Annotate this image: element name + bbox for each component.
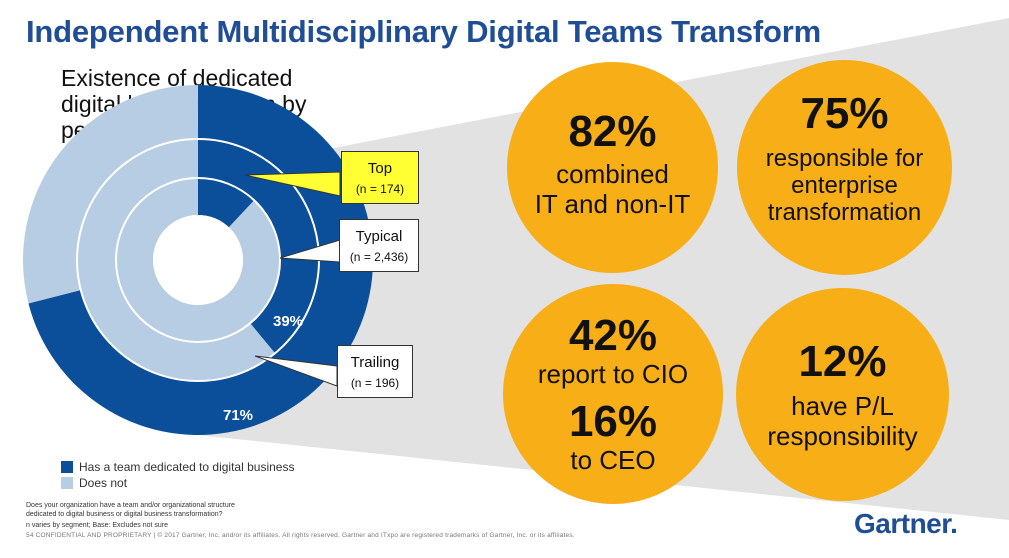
stat-circle-12: 12% have P/L responsibility — [736, 288, 949, 501]
copyright: 54 CONFIDENTIAL AND PROPRIETARY | © 2017… — [26, 532, 575, 539]
callout-top-n: (n = 174) — [355, 182, 405, 196]
donut-hole — [153, 215, 243, 305]
ring-trailing-has-team — [28, 85, 374, 435]
ring-top-does-not — [115, 178, 280, 342]
ring-separator — [115, 177, 281, 343]
ring-label-typical: 39% — [273, 313, 303, 330]
stat-42-line: report to CIO — [537, 359, 689, 389]
ring-trailing-does-not — [22, 85, 198, 304]
stat-75-line3: transformation — [767, 199, 922, 226]
stat-circle-75: 75% responsible for enterprise transform… — [737, 60, 952, 275]
legend-label-does-not: Does not — [79, 476, 128, 490]
footnote-q1: Does your organization have a team and/o… — [26, 502, 235, 509]
stat-75-value: 75% — [800, 89, 889, 138]
callout-trailing-n: (n = 196) — [350, 376, 400, 390]
stat-12-line1: have P/L — [791, 390, 894, 421]
legend-label-has-team: Has a team dedicated to digital business — [79, 460, 295, 474]
legend-swatch-dark — [61, 461, 73, 473]
callout-typical-n: (n = 2,436) — [349, 250, 409, 264]
ring-typical-does-not — [76, 139, 276, 382]
ring-label-top: 12% — [206, 237, 236, 254]
stat-75-line2: enterprise — [791, 172, 898, 199]
stat-16-line: to CEO — [570, 445, 656, 475]
ring-label-trailing: 71% — [223, 407, 253, 424]
stat-16-value: 16% — [568, 397, 658, 446]
legend-swatch-light — [61, 477, 73, 489]
ring-typical-has-team — [198, 139, 319, 354]
page-title: Independent Multidisciplinary Digital Te… — [26, 14, 821, 49]
stat-42-value: 42% — [568, 311, 658, 360]
stat-12-value: 12% — [798, 336, 887, 386]
gartner-logo: Gartner. — [854, 508, 958, 539]
stat-75-line1: responsible for — [765, 145, 924, 172]
stat-82-line2: IT and non-IT — [534, 188, 691, 219]
stat-circle-42: 42% report to CIO 16% to CEO — [503, 284, 723, 504]
stat-82-line1: combined — [556, 158, 669, 189]
stat-82-value: 82% — [568, 106, 657, 156]
callout-typical: Typical (n = 2,436) — [339, 219, 419, 272]
gartner-logo-text: Gartner — [854, 508, 951, 539]
stat-circle-82: 82% combined IT and non-IT — [507, 62, 718, 273]
legend-item-has-team: Has a team dedicated to digital business — [61, 460, 294, 474]
callout-typical-label: Typical — [355, 228, 403, 245]
legend-item-does-not: Does not — [61, 476, 127, 490]
callout-trailing: Trailing (n = 196) — [337, 345, 413, 398]
callout-trailing-label: Trailing — [350, 354, 400, 371]
footnote-question: Does your organization have a team and/o… — [26, 501, 235, 519]
footnote-q2: dedicated to digital business or digital… — [26, 511, 223, 518]
callout-top-label: Top — [367, 160, 393, 177]
callout-top: Top (n = 174) — [341, 151, 419, 204]
footnote-n: n varies by segment; Base: Excludes not … — [26, 522, 169, 529]
stat-12-line2: responsibility — [767, 420, 918, 451]
pointer-top — [244, 171, 341, 197]
